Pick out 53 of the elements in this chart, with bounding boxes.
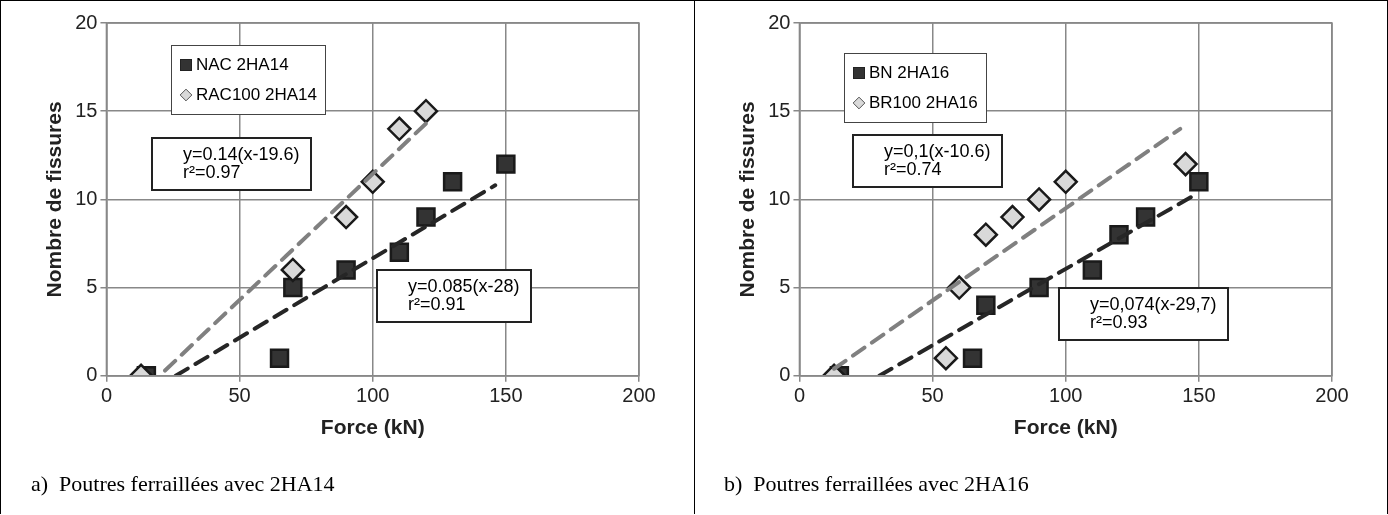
x-tick-label: 150	[489, 384, 523, 407]
point	[496, 154, 516, 174]
x-tick-label: 0	[793, 384, 806, 407]
point	[1173, 151, 1198, 177]
x-axis-title: Force (kN)	[320, 415, 425, 439]
y-tick-label: 20	[75, 10, 98, 33]
x-tick-label: 150	[1182, 384, 1216, 407]
y-tick-label: 10	[768, 186, 791, 209]
x-tick-label: 100	[1049, 384, 1083, 407]
point	[1189, 172, 1209, 192]
legend-label: NAC 2HA14	[195, 54, 290, 76]
x-axis-title: Force (kN)	[1013, 415, 1118, 439]
y-axis-title: Nombre de fissures	[735, 101, 759, 298]
y-tick-label: 0	[779, 363, 791, 386]
y-tick-label: 5	[779, 275, 791, 298]
legend-label: BR100 2HA16	[868, 92, 978, 114]
x-tick-label: 200	[622, 384, 656, 407]
x-tick-label: 0	[100, 384, 113, 407]
point	[973, 222, 999, 247]
annotation: y=0,074(x-29,7) r²=0.93	[1058, 287, 1229, 341]
y-tick-label: 5	[86, 275, 98, 298]
point	[1082, 260, 1103, 280]
y-tick-label: 20	[768, 10, 791, 33]
text: b) Poutres ferraillées avec 2HA16	[724, 471, 1029, 497]
point	[962, 348, 983, 368]
point	[442, 172, 463, 192]
point	[333, 204, 359, 230]
point	[387, 116, 412, 142]
point	[283, 277, 303, 298]
point	[280, 257, 306, 283]
point	[269, 348, 290, 368]
y-axis-title: Nombre de fissures	[42, 101, 66, 298]
point	[1053, 169, 1078, 195]
annotation: y=0,1(x-10.6) r²=0.74	[852, 134, 1003, 188]
y-tick-label: 0	[86, 363, 98, 386]
y-tick-label: 15	[768, 98, 791, 121]
x-tick-label: 50	[228, 384, 251, 407]
point	[413, 98, 439, 124]
point	[1000, 204, 1025, 230]
legend-label: BN 2HA16	[868, 62, 951, 84]
annotation: y=0.085(x-28) r²=0.91	[376, 269, 532, 323]
x-tick-label: 50	[921, 384, 944, 407]
x-tick-label: 200	[1315, 384, 1349, 407]
legend-label: RAC100 2HA14	[195, 84, 317, 106]
point	[416, 207, 436, 227]
y-tick-label: 10	[75, 186, 98, 209]
x-tick-label: 100	[356, 384, 390, 407]
text: a) Poutres ferraillées avec 2HA14	[31, 471, 335, 497]
y-tick-label: 15	[75, 98, 98, 121]
point	[933, 345, 959, 371]
point	[976, 295, 996, 315]
point	[1026, 187, 1052, 212]
annotation: y=0.14(x-19.6) r²=0.97	[151, 137, 312, 191]
